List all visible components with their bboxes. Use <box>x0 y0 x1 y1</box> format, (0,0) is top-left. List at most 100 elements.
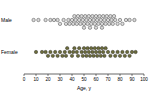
point <box>44 50 47 53</box>
x-tick <box>60 74 61 76</box>
point <box>90 46 93 49</box>
point <box>90 22 93 25</box>
point <box>82 22 85 25</box>
x-tick <box>144 74 145 76</box>
point <box>80 50 83 53</box>
point <box>96 18 99 21</box>
point <box>64 22 67 25</box>
point <box>72 50 75 53</box>
x-tick-label: 30 <box>57 77 63 82</box>
point <box>75 22 78 25</box>
x-tick-label: 40 <box>69 77 75 82</box>
point <box>96 54 99 57</box>
x-tick <box>24 74 25 76</box>
point <box>118 18 121 21</box>
x-tick <box>120 74 121 76</box>
point <box>121 50 124 53</box>
x-tick <box>36 74 37 76</box>
point <box>61 54 64 57</box>
point <box>94 26 97 29</box>
point <box>51 54 54 57</box>
point <box>86 46 89 49</box>
point <box>116 22 119 25</box>
point <box>134 50 137 53</box>
point <box>88 26 91 29</box>
point <box>78 18 81 21</box>
point <box>99 18 102 21</box>
point <box>74 18 77 21</box>
x-tick-label: 0 <box>23 77 26 82</box>
x-tick-label: 80 <box>117 77 123 82</box>
point <box>87 14 90 17</box>
point <box>98 14 101 17</box>
point <box>87 50 90 53</box>
point <box>75 50 78 53</box>
point <box>63 50 66 53</box>
point <box>81 18 84 21</box>
point <box>108 22 111 25</box>
point <box>56 54 59 57</box>
point <box>100 26 103 29</box>
chart-svg: 0102030405060708090100Age, yMaleFemale <box>0 0 150 93</box>
point <box>46 54 49 57</box>
x-tick-label: 100 <box>140 77 148 82</box>
point <box>72 22 75 25</box>
plot-area <box>32 14 137 57</box>
point <box>66 46 69 49</box>
point <box>126 50 129 53</box>
point <box>70 54 73 57</box>
point <box>121 22 124 25</box>
point <box>80 14 83 17</box>
point <box>109 54 112 57</box>
point <box>86 22 89 25</box>
point <box>40 50 43 53</box>
point <box>98 50 101 53</box>
point <box>118 54 121 57</box>
point <box>103 18 106 21</box>
point <box>99 54 102 57</box>
x-tick-label: 70 <box>105 77 111 82</box>
chart: 0102030405060708090100Age, yMaleFemale <box>0 0 150 93</box>
point <box>97 46 100 49</box>
point <box>82 26 85 29</box>
point <box>85 18 88 21</box>
x-tick <box>84 74 85 76</box>
point <box>92 18 95 21</box>
point <box>91 50 94 53</box>
point <box>67 18 70 21</box>
point <box>73 46 76 49</box>
point <box>37 18 40 21</box>
point <box>92 54 95 57</box>
point <box>111 50 114 53</box>
x-tick-label: 20 <box>45 77 51 82</box>
x-axis-label: Age, y <box>77 85 92 91</box>
point <box>34 50 37 53</box>
point <box>84 14 87 17</box>
point <box>88 54 91 57</box>
point <box>93 46 96 49</box>
point <box>44 18 47 21</box>
point <box>62 18 65 21</box>
point <box>104 46 107 49</box>
point <box>110 18 113 21</box>
x-tick-label: 10 <box>33 77 39 82</box>
point <box>100 22 103 25</box>
point <box>81 54 84 57</box>
point <box>88 18 91 21</box>
point <box>32 18 35 21</box>
point <box>82 46 85 49</box>
point <box>58 50 61 53</box>
point <box>91 14 94 17</box>
point <box>58 22 61 25</box>
point <box>128 54 131 57</box>
point <box>97 22 100 25</box>
point <box>79 22 82 25</box>
point <box>112 14 115 17</box>
point <box>94 14 97 17</box>
row-label: Male <box>1 17 12 23</box>
point <box>104 22 107 25</box>
point <box>76 14 79 17</box>
point <box>106 50 109 53</box>
point <box>49 18 52 21</box>
point <box>103 54 106 57</box>
